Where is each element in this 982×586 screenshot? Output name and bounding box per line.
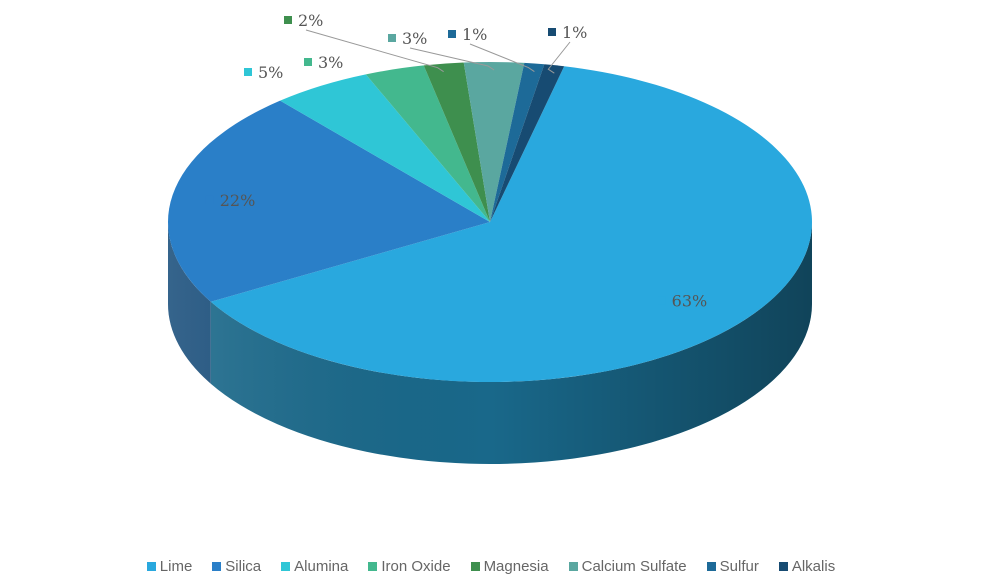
legend-swatch: [778, 562, 788, 571]
label-text: 2%: [298, 11, 323, 30]
pie-slice-sulfur[interactable]: [490, 62, 545, 223]
data-label-lime: 63%: [657, 291, 708, 310]
legend-label: Alkalis: [791, 558, 836, 575]
legend-label: Lime: [159, 558, 193, 575]
label-swatch: [284, 16, 292, 24]
data-label-silica: 22%: [205, 191, 256, 210]
data-label-magnesia: 2%: [284, 11, 444, 73]
legend-item-magnesia: Magnesia: [470, 558, 549, 575]
legend-item-iron-oxide: Iron Oxide: [368, 558, 451, 575]
pie-slice-iron-oxide[interactable]: [365, 65, 490, 222]
pie-slice-silica[interactable]: [168, 100, 491, 302]
label-text: 3%: [318, 53, 343, 72]
legend-item-alkalis: Alkalis: [778, 558, 836, 575]
label-swatch: [388, 34, 396, 42]
leader-line: [469, 43, 535, 72]
data-label-alkalis: 1%: [547, 23, 587, 74]
label-text: 22%: [220, 191, 256, 210]
label-swatch: [657, 296, 666, 305]
data-label-sulfur: 1%: [448, 25, 535, 72]
legend-label: Silica: [225, 558, 262, 575]
data-label-alumina: 5%: [244, 63, 283, 82]
chart-legend: Lime Silica Alumina Iron Oxide Magnesia Calci…: [0, 558, 982, 575]
legend-label: Iron Oxide: [381, 558, 451, 575]
leader-line: [305, 29, 444, 73]
pie-slice-calcium-sulfate[interactable]: [463, 62, 525, 222]
legend-item-alumina: Alumina: [281, 558, 348, 575]
label-text: 1%: [562, 23, 587, 42]
legend-item-calcium-sulfate: Calcium Sulfate: [568, 558, 687, 575]
label-swatch: [304, 58, 312, 66]
pie-chart-svg: 63% 22% 5% 3% 2% 3% 1% 1%: [168, 11, 813, 465]
pie-slice-alkalis[interactable]: [490, 64, 565, 222]
label-swatch: [448, 30, 456, 38]
pie-chart: 63% 22% 5% 3% 2% 3% 1% 1%: [168, 11, 813, 465]
pie-side-shading: [168, 222, 812, 464]
data-label-calcium-sulfate: 3%: [388, 29, 495, 71]
label-text: 1%: [462, 25, 487, 44]
label-text: 5%: [258, 63, 283, 82]
legend-swatch: [568, 562, 578, 571]
legend-label: Calcium Sulfate: [581, 558, 687, 575]
legend-label: Alumina: [294, 558, 349, 575]
legend-label: Sulfur: [719, 558, 759, 575]
leader-line: [547, 41, 571, 74]
leader-line: [409, 47, 495, 71]
pie-slice-magnesia[interactable]: [423, 62, 490, 223]
legend-swatch: [281, 562, 291, 571]
legend-item-lime: Lime: [146, 558, 193, 575]
label-swatch: [205, 195, 214, 204]
legend-swatch: [368, 562, 378, 571]
data-label-iron-oxide: 3%: [304, 53, 343, 72]
label-text: 63%: [672, 291, 708, 310]
legend-item-sulfur: Sulfur: [706, 558, 759, 575]
legend-swatch: [212, 562, 222, 571]
legend-swatch: [706, 562, 716, 571]
label-swatch: [548, 28, 556, 36]
legend-swatch: [470, 562, 480, 571]
legend-label: Magnesia: [483, 558, 549, 575]
label-text: 3%: [402, 29, 427, 48]
legend-swatch: [146, 562, 156, 571]
legend-item-silica: Silica: [212, 558, 261, 575]
pie-slice-alumina[interactable]: [280, 74, 490, 222]
label-swatch: [244, 68, 252, 76]
